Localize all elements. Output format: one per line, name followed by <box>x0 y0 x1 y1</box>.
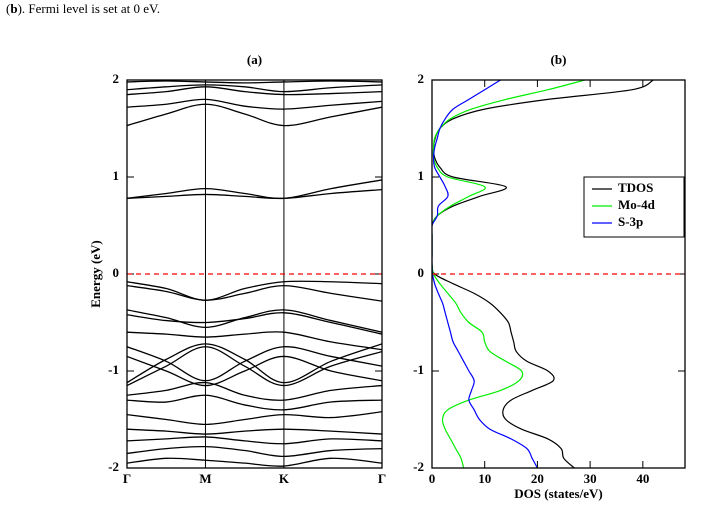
y-tick-label: -2 <box>108 459 119 474</box>
panel-title: (a) <box>247 52 262 67</box>
x-tick-label: 0 <box>429 471 436 486</box>
x-axis-label: DOS (states/eV) <box>514 486 602 501</box>
y-tick-label: 2 <box>418 71 425 86</box>
y-tick-label: -2 <box>413 459 424 474</box>
band-line <box>127 86 382 96</box>
band-line <box>127 411 382 426</box>
band-line <box>127 80 382 84</box>
y-tick-label: 1 <box>418 168 425 183</box>
legend: TDOS Mo-4d S-3p <box>583 176 685 238</box>
y-tick-label: 0 <box>418 265 425 280</box>
y-tick-label: -1 <box>108 362 119 377</box>
y-tick-label: -1 <box>413 362 424 377</box>
band-line <box>127 331 382 351</box>
panel-title: (b) <box>551 52 567 67</box>
band-line <box>127 98 382 110</box>
caption: (b). Fermi level is set at 0 eV. <box>6 1 160 16</box>
band-line <box>127 284 382 302</box>
band-line <box>127 428 382 435</box>
band-line <box>127 457 382 467</box>
y-tick-label: 1 <box>113 168 120 183</box>
band-line <box>127 394 382 411</box>
band-line <box>127 346 382 382</box>
y-tick-label: 2 <box>113 71 120 86</box>
band-line <box>127 343 382 384</box>
caption-part: b <box>10 1 17 16</box>
x-tick-label: Γ <box>123 471 131 486</box>
x-tick-label: 30 <box>584 471 597 486</box>
band-line <box>127 436 382 445</box>
x-tick-label: K <box>279 471 290 486</box>
band-line <box>127 346 382 387</box>
legend-label: Mo-4d <box>618 197 656 212</box>
y-tick-label: 0 <box>113 265 120 280</box>
band-line <box>127 103 382 127</box>
x-tick-label: Γ <box>378 471 386 486</box>
band-line <box>127 312 382 335</box>
plot-area <box>127 80 382 467</box>
caption-part: ( <box>6 1 10 16</box>
legend-label: TDOS <box>618 180 653 195</box>
band-line <box>127 188 382 200</box>
axes-frame <box>431 79 686 469</box>
band-line <box>127 381 382 401</box>
x-tick-label: M <box>199 471 211 486</box>
band-line <box>127 445 382 458</box>
y-axis-label: Energy (eV) <box>88 240 103 308</box>
axes-frame <box>126 79 383 469</box>
band-line <box>127 309 382 333</box>
legend-box <box>583 176 685 238</box>
legend-label: S-3p <box>618 214 643 229</box>
x-tick-label: 20 <box>531 471 544 486</box>
band-line <box>127 280 382 301</box>
x-tick-label: 40 <box>636 471 649 486</box>
band-line <box>127 84 382 93</box>
caption-part: ). Fermi level is set at 0 eV. <box>18 1 160 16</box>
band-line <box>127 179 382 200</box>
band-line <box>127 355 382 387</box>
x-tick-label: 10 <box>478 471 491 486</box>
